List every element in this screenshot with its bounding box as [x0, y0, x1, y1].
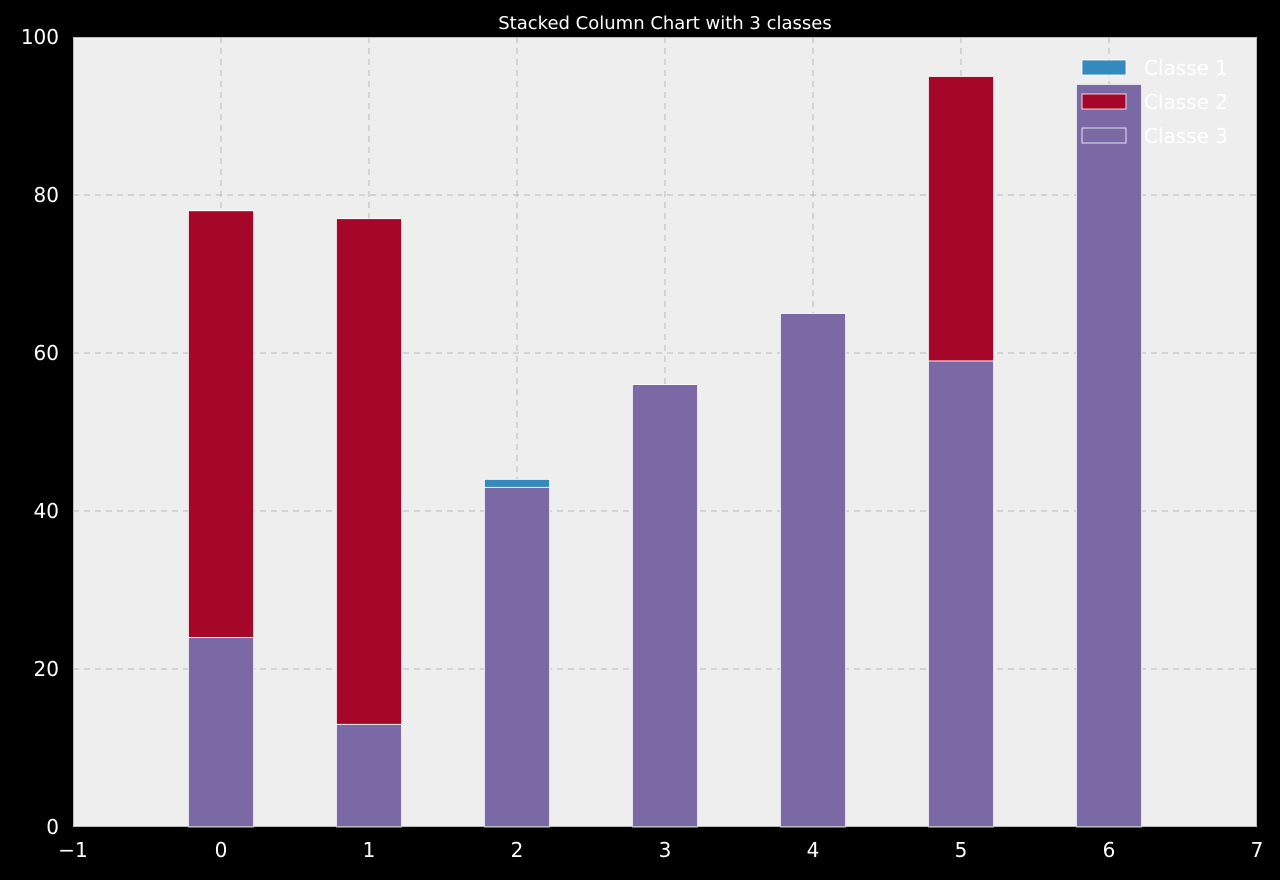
- bar-segment: [188, 637, 253, 827]
- x-tick-label: 3: [659, 838, 672, 862]
- legend-swatch: [1082, 60, 1126, 75]
- x-tick-label: 5: [955, 838, 968, 862]
- x-tick-label: 0: [215, 838, 228, 862]
- bar-segment: [928, 361, 993, 827]
- legend-swatch: [1082, 94, 1126, 109]
- x-tick-label: 1: [363, 838, 376, 862]
- x-tick-label: 7: [1251, 838, 1264, 862]
- x-tick-label: 2: [511, 838, 524, 862]
- y-tick-label: 60: [34, 341, 59, 365]
- bar-segment: [336, 724, 401, 827]
- legend-label: Classe 2: [1144, 90, 1228, 114]
- y-tick-label: 0: [46, 815, 59, 839]
- legend-label: Classe 1: [1144, 56, 1228, 80]
- bar-segment: [928, 77, 993, 361]
- x-tick-label: −1: [58, 838, 87, 862]
- bar-segment: [188, 211, 253, 638]
- legend-swatch: [1082, 128, 1126, 143]
- legend: Classe 1 Classe 2 Classe 3: [1082, 56, 1228, 148]
- bar-segment: [336, 219, 401, 725]
- y-tick-label: 100: [21, 25, 59, 49]
- y-tick-label: 80: [34, 183, 59, 207]
- y-tick-label: 40: [34, 499, 59, 523]
- bar-segment: [632, 385, 697, 827]
- x-tick-label: 4: [807, 838, 820, 862]
- bar-segment: [1076, 84, 1141, 827]
- bar-segment: [484, 487, 549, 827]
- y-tick-label: 20: [34, 657, 59, 681]
- chart-title: Stacked Column Chart with 3 classes: [498, 13, 831, 34]
- bar-segment: [780, 314, 845, 828]
- bar-segment: [484, 479, 549, 487]
- x-tick-label: 6: [1103, 838, 1116, 862]
- legend-label: Classe 3: [1144, 124, 1228, 148]
